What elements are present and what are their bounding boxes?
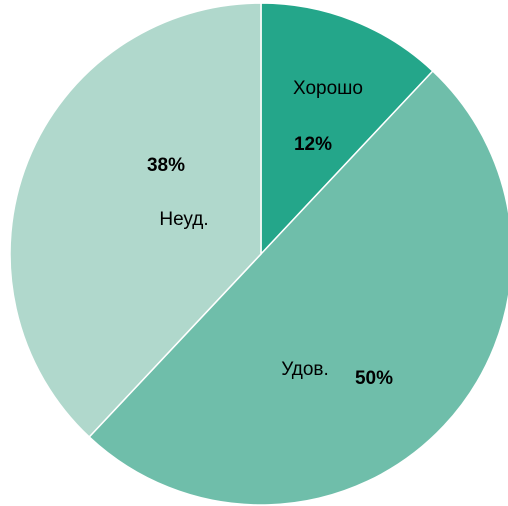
- pie-slice: [260, 2, 434, 256]
- pie-slice: [9, 2, 262, 439]
- slice-label: Неуд.: [159, 209, 208, 230]
- slice-label: Хорошо: [293, 78, 363, 99]
- value-label: 38%: [147, 155, 185, 176]
- value-label: 12%: [294, 134, 332, 155]
- value-label: 50%: [355, 368, 393, 389]
- pie-slice: [88, 69, 508, 506]
- slice-label: Удов.: [281, 359, 329, 380]
